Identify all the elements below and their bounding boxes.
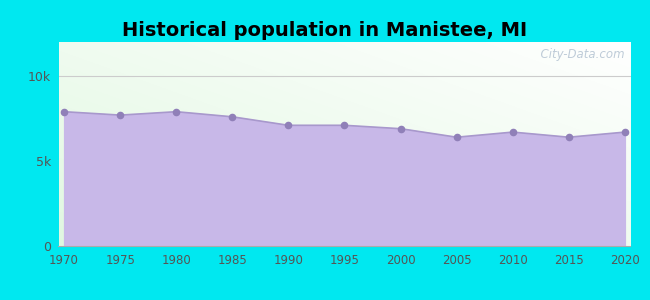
Point	[171, 109, 181, 114]
Text: Historical population in Manistee, MI: Historical population in Manistee, MI	[122, 21, 528, 40]
Point	[59, 109, 70, 114]
Point	[619, 130, 630, 134]
Point	[508, 130, 518, 134]
Point	[115, 113, 125, 118]
Text: City-Data.com: City-Data.com	[533, 48, 625, 61]
Point	[283, 123, 294, 128]
Point	[452, 135, 462, 140]
Point	[339, 123, 350, 128]
Point	[564, 135, 574, 140]
Point	[227, 114, 237, 119]
Point	[395, 126, 406, 131]
